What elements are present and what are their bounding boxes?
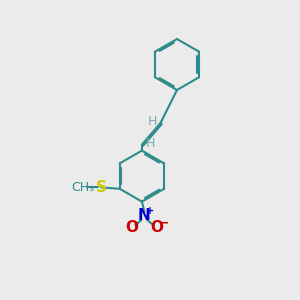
Text: O: O xyxy=(125,220,138,236)
Text: H: H xyxy=(146,136,155,150)
Text: CH₃: CH₃ xyxy=(72,181,95,194)
Text: H: H xyxy=(147,115,157,128)
Text: O: O xyxy=(150,220,164,236)
Text: N: N xyxy=(138,208,151,224)
Text: +: + xyxy=(146,206,154,217)
Text: −: − xyxy=(158,217,169,230)
Text: S: S xyxy=(96,180,107,195)
